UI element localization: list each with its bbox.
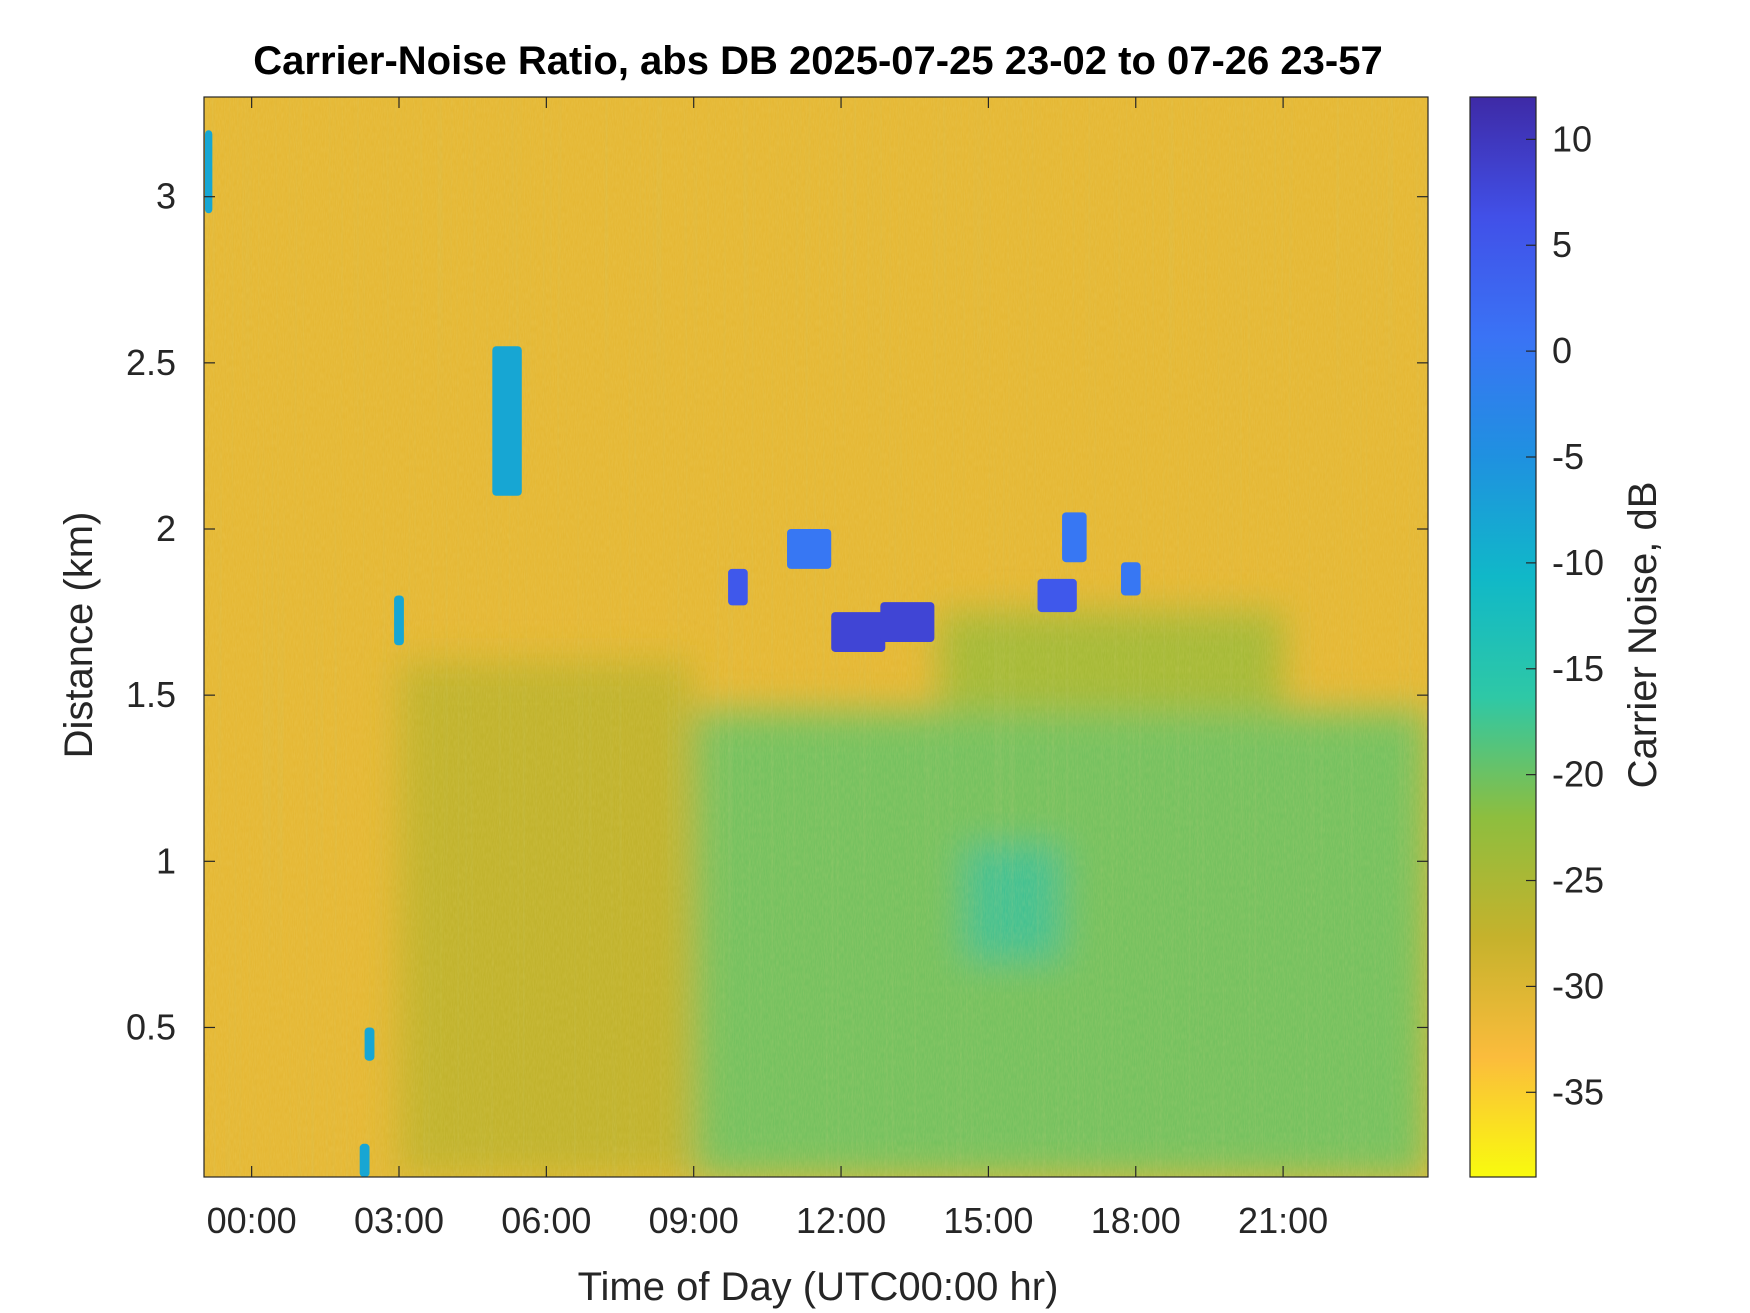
heatmap-feature <box>880 602 935 642</box>
heatmap-feature <box>831 612 886 652</box>
colorbar-ticks: 10 5 0 -5 -10 -15 -20 -25 -30 -35 <box>1526 118 1604 1112</box>
colorbar-tick-label: -10 <box>1552 542 1604 583</box>
x-axis-label: Time of Day (UTC00:00 hr) <box>578 1265 1059 1309</box>
y-tick-label: 3 <box>156 176 176 217</box>
y-tick-label: 0.5 <box>126 1006 176 1047</box>
x-tick-label: 12:00 <box>796 1200 886 1241</box>
colorbar-gradient <box>1469 96 1537 1178</box>
colorbar-tick-label: -25 <box>1552 860 1604 901</box>
x-axis: 00:00 03:00 06:00 09:00 12:00 15:00 18:00 21:00 <box>207 97 1328 1241</box>
heatmap-feature <box>1121 562 1141 596</box>
heatmap-feature <box>728 568 748 606</box>
colorbar: 10 5 0 -5 -10 -15 -20 -25 -30 -35 Carrier Noise, … <box>1469 96 1665 1178</box>
heatmap-feature <box>204 130 213 214</box>
x-tick-label: 00:00 <box>207 1200 297 1241</box>
colorbar-tick-label: 10 <box>1552 118 1592 159</box>
x-tick-label: 15:00 <box>943 1200 1033 1241</box>
colorbar-tick-label: -15 <box>1552 648 1604 689</box>
colorbar-tick-label: -30 <box>1552 965 1604 1006</box>
y-tick-label: 1 <box>156 840 176 881</box>
colorbar-tick-label: -35 <box>1552 1071 1604 1112</box>
colorbar-tick-label: -5 <box>1552 436 1584 477</box>
y-axis: 0.5 1 1.5 2 2.5 3 <box>126 176 1428 1047</box>
heatmap-feature <box>359 1143 370 1177</box>
x-tick-label: 21:00 <box>1238 1200 1328 1241</box>
heatmap-feature <box>1037 578 1077 613</box>
plot-frame <box>203 96 1429 1178</box>
colorbar-tick-label: 0 <box>1552 330 1572 371</box>
colorbar-tick-label: -20 <box>1552 754 1604 795</box>
heatmap-feature <box>787 529 832 569</box>
heatmap-feature <box>394 595 404 646</box>
heatmap-noise <box>204 97 1428 1177</box>
y-axis-label: Distance (km) <box>57 512 101 759</box>
chart-title: Carrier-Noise Ratio, abs DB 2025-07-25 2… <box>253 39 1382 83</box>
colorbar-label: Carrier Noise, dB <box>1621 482 1665 789</box>
y-tick-label: 2 <box>156 508 176 549</box>
heatmap-image <box>204 97 1428 1177</box>
heatmap-feature <box>364 1027 375 1061</box>
x-tick-label: 18:00 <box>1091 1200 1181 1241</box>
colorbar-tick-label: 5 <box>1552 224 1572 265</box>
heatmap-feature <box>492 346 522 496</box>
y-tick-label: 2.5 <box>126 342 176 383</box>
x-tick-label: 03:00 <box>354 1200 444 1241</box>
y-tick-label: 1.5 <box>126 674 176 715</box>
x-tick-label: 06:00 <box>501 1200 591 1241</box>
x-tick-label: 09:00 <box>649 1200 739 1241</box>
plot-area: 00:00 03:00 06:00 09:00 12:00 15:00 18:00 21:00… <box>126 96 1429 1241</box>
heatmap-feature <box>1062 512 1087 563</box>
